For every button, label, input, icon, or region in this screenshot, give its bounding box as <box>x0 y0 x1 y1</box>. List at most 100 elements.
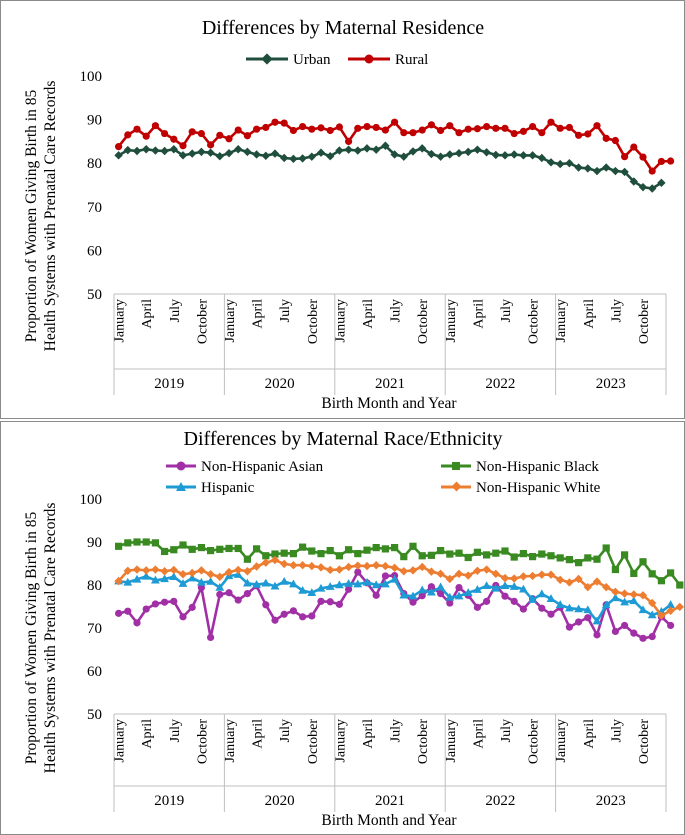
data-point-urban <box>519 151 528 160</box>
legend: Urban Rural <box>246 52 428 68</box>
data-point-hispanic <box>574 604 583 613</box>
data-point-non-hispanic-asian <box>483 597 491 605</box>
data-point-urban <box>482 148 491 157</box>
year-label: 2020 <box>265 376 295 392</box>
data-point-hispanic <box>362 577 372 586</box>
data-point-non-hispanic-asian <box>593 631 601 639</box>
month-tick-label: July <box>278 299 293 322</box>
data-point-non-hispanic-asian <box>207 633 215 642</box>
year-label: 2019 <box>154 793 184 809</box>
legend-label-rural: Rural <box>395 52 428 68</box>
data-point-urban <box>381 141 390 150</box>
y-axis-label-line-2: Health Systems with Prenatal Care Record… <box>42 503 59 774</box>
data-point-non-hispanic-asian <box>271 616 279 624</box>
data-point-non-hispanic-black <box>253 545 261 553</box>
data-point-non-hispanic-black <box>308 547 316 555</box>
data-point-non-hispanic-asian <box>409 598 417 606</box>
data-point-hispanic <box>325 582 335 590</box>
data-point-non-hispanic-asian <box>372 591 380 599</box>
data-point-urban <box>556 159 565 169</box>
data-point-non-hispanic-black <box>372 543 380 552</box>
data-point-non-hispanic-asian <box>565 623 574 631</box>
data-point-non-hispanic-white <box>197 566 206 575</box>
data-point-non-hispanic-white <box>611 587 620 597</box>
data-point-non-hispanic-black <box>667 569 675 577</box>
data-point-urban <box>206 148 215 157</box>
data-point-rural <box>289 126 297 135</box>
data-point-non-hispanic-black <box>271 550 279 558</box>
data-point-non-hispanic-asian <box>308 612 316 620</box>
data-point-non-hispanic-black <box>501 547 509 555</box>
data-point-non-hispanic-black <box>363 546 371 554</box>
data-point-non-hispanic-asian <box>326 598 334 606</box>
data-point-hispanic <box>371 580 381 589</box>
data-point-urban <box>280 153 289 163</box>
data-point-rural <box>197 129 205 138</box>
data-point-urban <box>638 182 648 192</box>
data-point-non-hispanic-black <box>437 547 445 555</box>
data-point-rural <box>639 153 647 161</box>
data-point-rural <box>575 131 583 139</box>
legend: Non-Hispanic Asian Non-Hispanic Black Hi… <box>166 459 601 496</box>
data-point-rural <box>492 124 500 132</box>
data-point-non-hispanic-white <box>574 574 583 584</box>
data-point-non-hispanic-asian <box>501 592 509 600</box>
data-point-hispanic <box>528 595 537 603</box>
data-point-hispanic <box>289 579 298 588</box>
data-point-rural <box>253 125 261 133</box>
series-non-hispanic-asian <box>115 568 675 642</box>
data-point-non-hispanic-black <box>418 552 426 560</box>
data-point-non-hispanic-white <box>565 578 574 587</box>
data-point-rural <box>326 126 334 135</box>
month-tick-label: April <box>471 299 486 329</box>
y-axis-label-line-2: Health Systems with Prenatal Care Record… <box>42 81 59 352</box>
data-point-non-hispanic-asian <box>621 621 629 630</box>
data-point-non-hispanic-asian <box>151 600 159 608</box>
data-point-urban <box>114 151 123 160</box>
data-point-hispanic <box>491 583 501 592</box>
data-point-non-hispanic-white <box>362 561 372 571</box>
data-point-rural <box>565 123 574 132</box>
legend-marker-rural <box>364 54 374 64</box>
x-axis-label: Birth Month and Year <box>321 395 457 412</box>
data-point-non-hispanic-asian <box>639 634 647 642</box>
y-tick-label: 90 <box>87 535 102 551</box>
year-label: 2023 <box>596 376 626 392</box>
data-point-urban <box>574 163 583 172</box>
data-point-hispanic <box>463 588 473 596</box>
month-tick-label: January <box>223 299 238 343</box>
data-point-hispanic <box>307 588 317 596</box>
data-point-rural <box>611 136 620 145</box>
data-point-non-hispanic-white <box>234 565 243 575</box>
data-point-urban <box>160 146 169 156</box>
data-point-non-hispanic-black <box>492 549 500 557</box>
data-point-non-hispanic-asian <box>225 589 233 597</box>
data-point-non-hispanic-black <box>280 549 288 557</box>
data-point-urban <box>546 158 556 167</box>
data-point-rural <box>556 124 564 132</box>
data-point-rural <box>363 122 371 131</box>
data-point-hispanic <box>629 596 639 605</box>
data-point-urban <box>252 150 261 159</box>
data-point-non-hispanic-asian <box>317 597 325 605</box>
data-point-non-hispanic-asian <box>446 599 454 607</box>
data-point-rural <box>161 129 169 138</box>
data-point-rural <box>207 141 215 149</box>
data-point-non-hispanic-asian <box>455 583 463 592</box>
data-point-urban <box>565 159 574 168</box>
data-point-hispanic <box>647 610 657 619</box>
data-point-urban <box>335 146 344 155</box>
series-non-hispanic-black <box>115 538 684 589</box>
data-point-rural <box>584 130 592 138</box>
data-point-urban <box>464 147 473 157</box>
data-point-hispanic <box>197 577 206 586</box>
data-point-non-hispanic-white <box>169 565 178 575</box>
data-point-hispanic <box>445 592 455 601</box>
data-point-non-hispanic-white <box>344 562 353 572</box>
data-point-rural <box>308 125 316 133</box>
data-point-non-hispanic-black <box>455 549 463 557</box>
month-tick-label: October <box>416 719 431 764</box>
data-point-non-hispanic-asian <box>188 603 196 611</box>
y-axis-label: Proportion of Women Giving Birth in 85 H… <box>23 503 59 774</box>
data-point-hispanic <box>482 581 491 590</box>
